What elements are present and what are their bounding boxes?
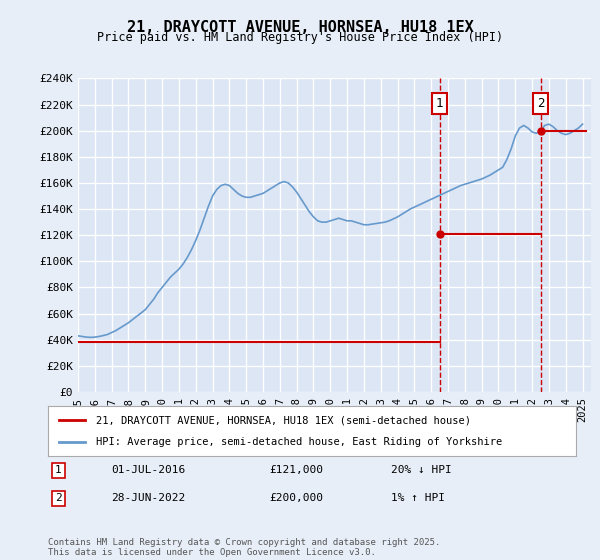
Text: 20% ↓ HPI: 20% ↓ HPI [391, 465, 452, 475]
Text: HPI: Average price, semi-detached house, East Riding of Yorkshire: HPI: Average price, semi-detached house,… [95, 437, 502, 447]
Text: Price paid vs. HM Land Registry's House Price Index (HPI): Price paid vs. HM Land Registry's House … [97, 31, 503, 44]
Text: 2: 2 [537, 97, 544, 110]
Text: £200,000: £200,000 [270, 493, 324, 503]
Text: 1% ↑ HPI: 1% ↑ HPI [391, 493, 445, 503]
Text: 28-JUN-2022: 28-JUN-2022 [112, 493, 185, 503]
Text: 1: 1 [436, 97, 443, 110]
Text: 2: 2 [55, 493, 62, 503]
Text: Contains HM Land Registry data © Crown copyright and database right 2025.
This d: Contains HM Land Registry data © Crown c… [48, 538, 440, 557]
Text: 21, DRAYCOTT AVENUE, HORNSEA, HU18 1EX: 21, DRAYCOTT AVENUE, HORNSEA, HU18 1EX [127, 20, 473, 35]
Text: 21, DRAYCOTT AVENUE, HORNSEA, HU18 1EX (semi-detached house): 21, DRAYCOTT AVENUE, HORNSEA, HU18 1EX (… [95, 415, 470, 425]
Text: £121,000: £121,000 [270, 465, 324, 475]
Text: 01-JUL-2016: 01-JUL-2016 [112, 465, 185, 475]
Text: 1: 1 [55, 465, 62, 475]
